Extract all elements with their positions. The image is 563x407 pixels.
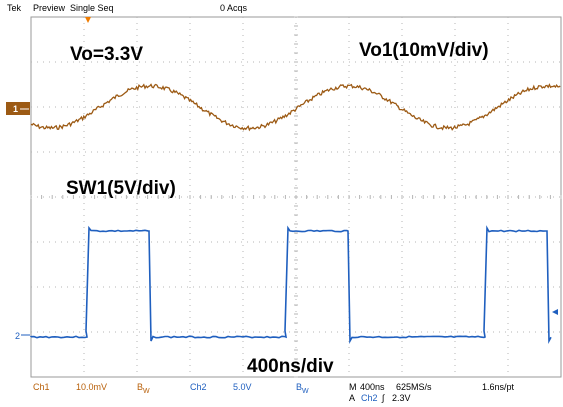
status-bar: Tek Preview Single Seq 0 Acqs [0,0,563,18]
acq-mode-label: Single Seq [70,3,114,13]
sample-rate: 625MS/s [396,382,432,392]
ch2-marker[interactable]: 2 [15,331,30,341]
timebase-annotation: 400ns/div [247,356,334,377]
ch1-annotation: Vo1(10mV/div) [359,40,489,61]
ch2-readout-scale[interactable]: 5.0V [233,382,252,392]
readout-bar: Ch1 10.0mV BW Ch2 5.0V BW M 400ns 625MS/… [0,378,563,407]
ch1-bw-icon: BW [137,382,150,395]
vo-annotation: Vo=3.3V [70,44,143,65]
resolution: 1.6ns/pt [482,382,515,392]
ch1-readout-name[interactable]: Ch1 [33,382,50,392]
ch2-bw-icon: BW [296,382,309,395]
ch2-annotation: SW1(5V/div) [66,178,176,199]
mode-label: Preview [33,3,66,13]
trigger-source[interactable]: Ch2 [361,393,378,403]
trigger-level-marker [552,309,558,315]
ch1-waveform [30,83,561,132]
acq-count-label: 0 Acqs [220,3,248,13]
ch1-marker[interactable]: 1 [6,102,30,115]
timebase-mode: M [349,382,357,392]
ch2-readout-name[interactable]: Ch2 [190,382,207,392]
ch2-waveform [30,225,552,345]
graticule [30,16,562,378]
ch1-marker-label: 1 [13,104,18,114]
timebase-scale[interactable]: 400ns [360,382,385,392]
trigger-source-prefix: A [349,393,356,403]
trigger-position-marker [85,17,91,23]
trigger-slope-icon: ∫ [382,393,385,403]
trigger-level[interactable]: 2.3V [392,393,411,403]
brand-label: Tek [7,3,22,13]
ch2-marker-label: 2 [15,331,20,341]
ch1-readout-scale[interactable]: 10.0mV [76,382,108,392]
